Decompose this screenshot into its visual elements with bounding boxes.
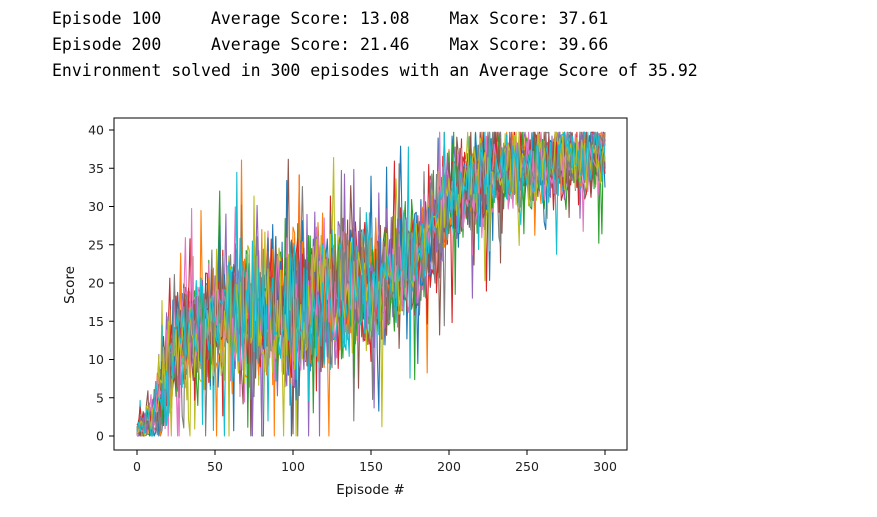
x-tick-label: 250: [515, 459, 539, 474]
y-tick-label: 25: [88, 237, 104, 252]
y-tick-label: 20: [88, 276, 104, 291]
y-tick-label: 40: [88, 123, 104, 138]
series-lines: [136, 131, 606, 437]
y-tick-label: 0: [96, 429, 104, 444]
x-tick-label: 0: [133, 459, 141, 474]
x-tick-label: 100: [281, 459, 305, 474]
x-tick-label: 50: [207, 459, 223, 474]
y-tick-label: 35: [88, 161, 104, 176]
x-tick-label: 150: [359, 459, 383, 474]
log-line-solved: Environment solved in 300 episodes with …: [52, 61, 698, 80]
y-tick-label: 5: [96, 390, 104, 405]
score-series-line: [136, 131, 606, 437]
x-tick-label: 200: [437, 459, 461, 474]
training-log: Episode 100 Average Score: 13.08 Max Sco…: [52, 6, 698, 84]
y-tick-label: 15: [88, 314, 104, 329]
x-tick-label: 300: [593, 459, 617, 474]
y-tick-label: 30: [88, 199, 104, 214]
y-tick-label: 10: [88, 352, 104, 367]
x-axis-label: Episode #: [336, 482, 405, 498]
x-axis-ticks: 0 50 100 150 200 250 300: [133, 450, 617, 474]
y-axis-ticks: 0 5 10 15 20 25 30 35 40: [88, 123, 114, 444]
log-line-episode-100: Episode 100 Average Score: 13.08 Max Sco…: [52, 9, 609, 28]
log-line-episode-200: Episode 200 Average Score: 21.46 Max Sco…: [52, 35, 609, 54]
y-axis-label: Score: [62, 266, 78, 304]
